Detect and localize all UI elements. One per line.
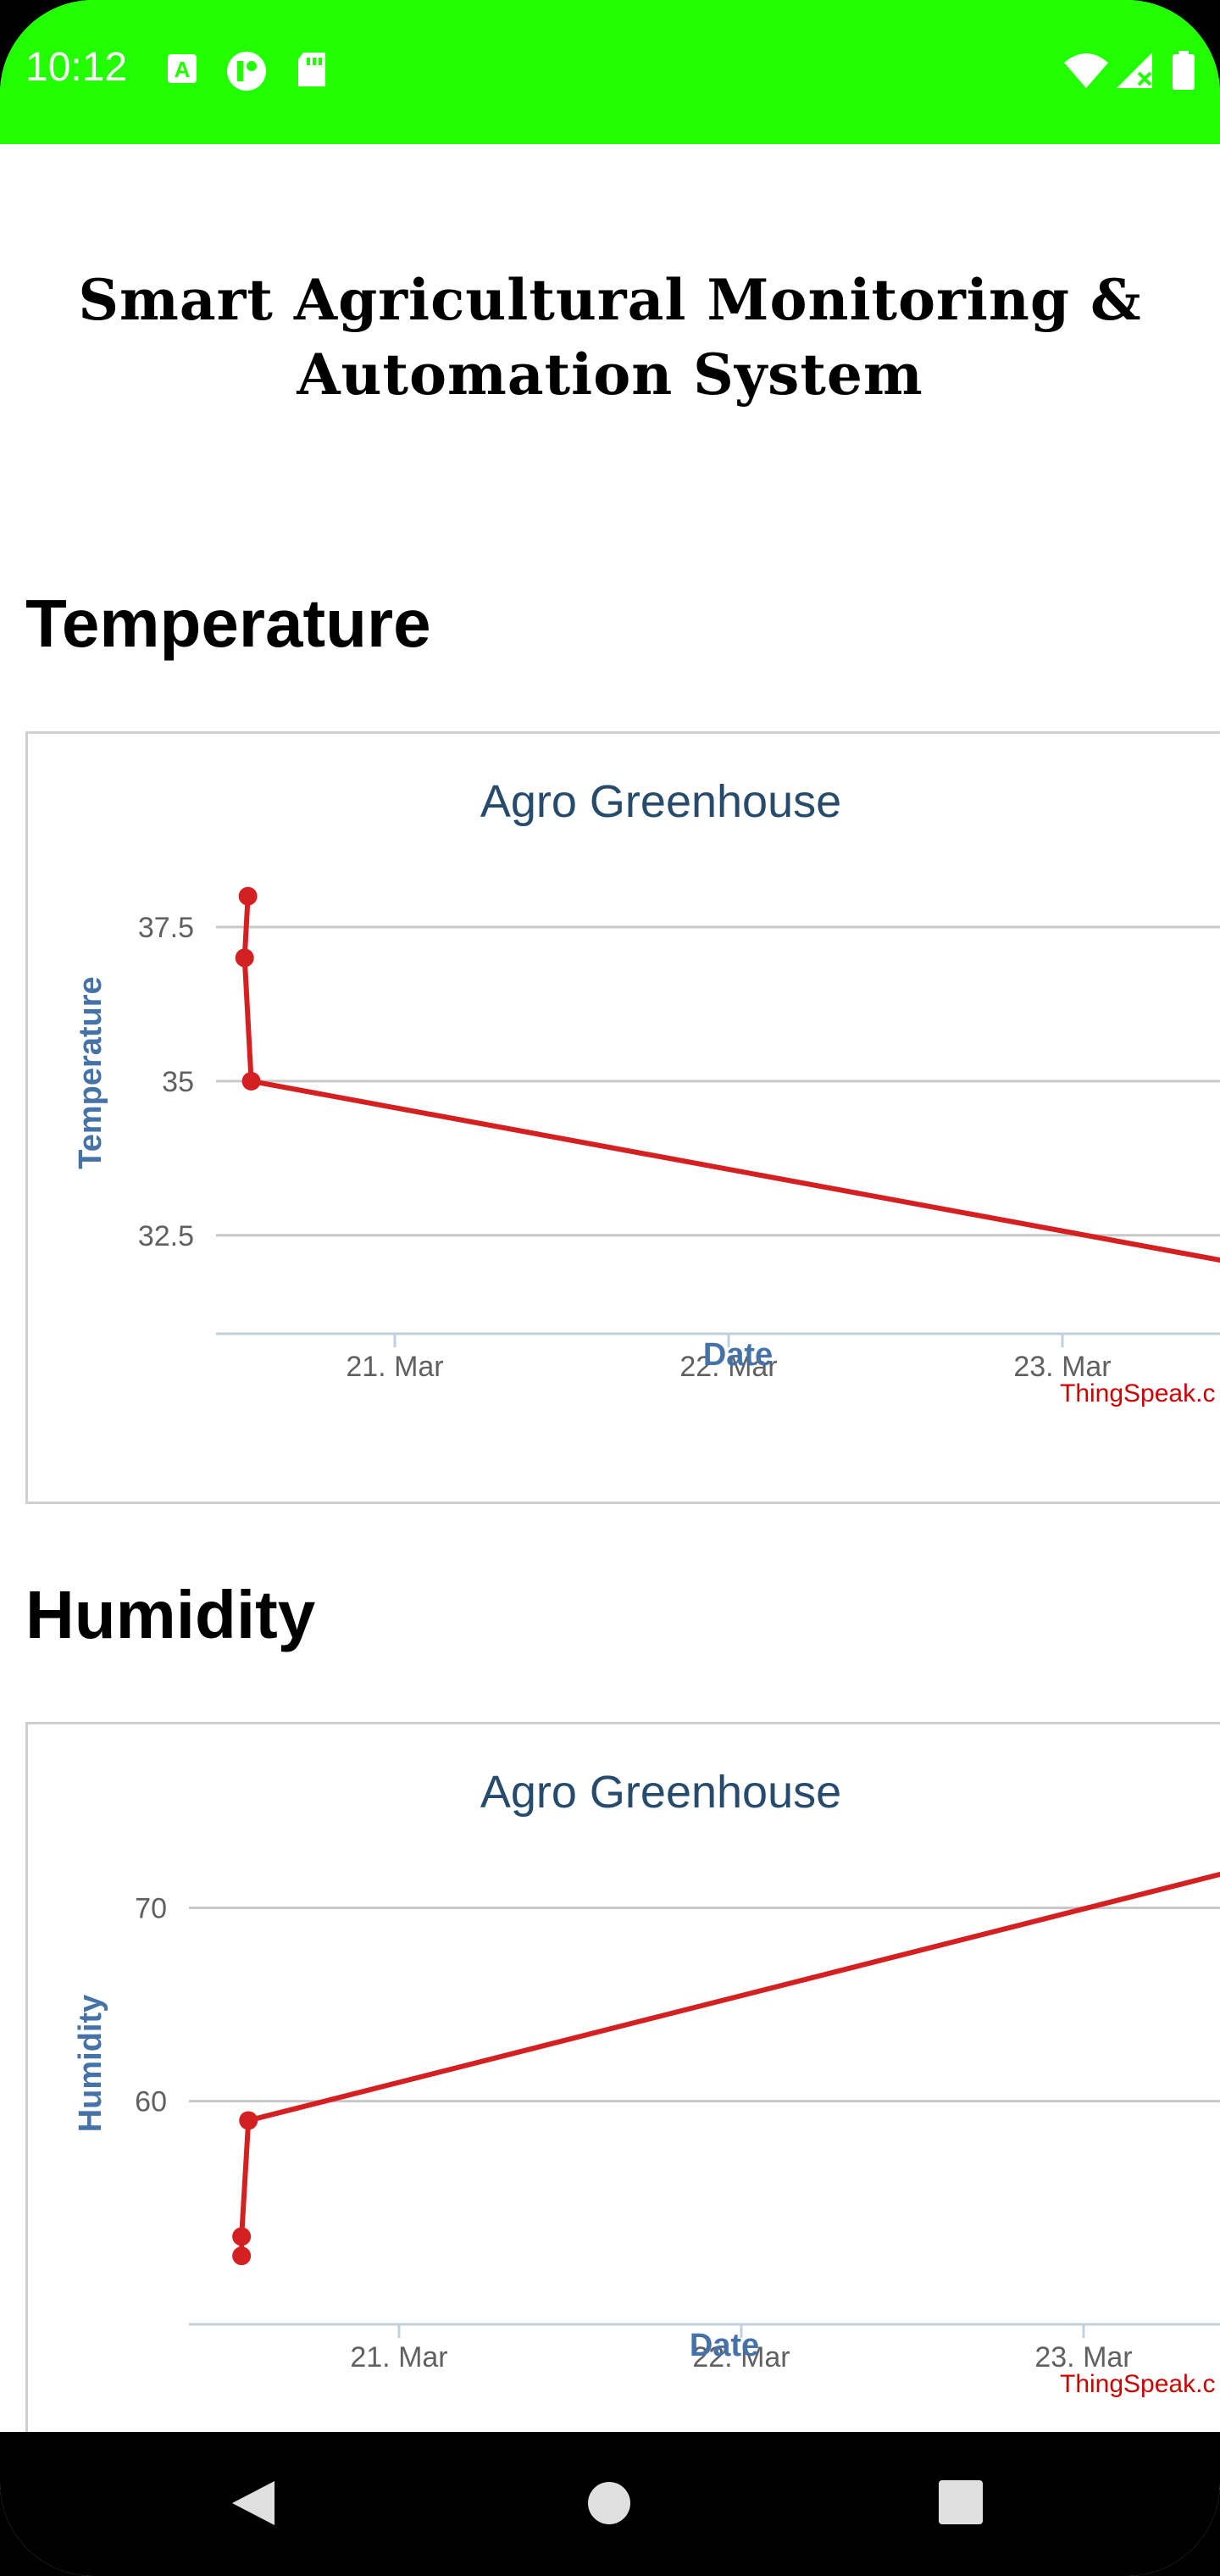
y-tick-label: 70 [135, 1892, 167, 1924]
x-tick-label: 22. Mar [692, 2341, 790, 2373]
data-point[interactable] [239, 2111, 258, 2130]
recents-icon [939, 2480, 983, 2524]
recents-button[interactable] [939, 2480, 983, 2524]
y-axis-label: Temperature [73, 976, 108, 1169]
humidity-heading: Humidity [25, 1577, 316, 1652]
series-line [241, 896, 1220, 1263]
status-bar: 10:12 A [0, 0, 1220, 144]
battery-icon [1171, 51, 1196, 94]
notification-icon [225, 51, 268, 96]
font-download-icon: A [166, 51, 198, 91]
navigation-bar [0, 2432, 1220, 2576]
data-point[interactable] [241, 1071, 261, 1091]
temperature-chart-card: Agro Greenhouse 37.5 35 32.5 21. Mar 22. Mar… [25, 731, 1220, 1504]
app-content: Smart Agricultural Monitoring & Automati… [0, 144, 1220, 2490]
humidity-chart-card: Agro Greenhouse 70 60 21. Mar 22. Mar 23. Ma… [25, 1722, 1220, 2490]
home-icon [588, 2482, 630, 2524]
sd-card-icon [295, 51, 330, 92]
x-axis-label: Date [703, 1337, 773, 1373]
page-title: Smart Agricultural Monitoring & Automati… [0, 263, 1220, 412]
chart-title: Agro Greenhouse [480, 1767, 841, 1818]
data-point[interactable] [238, 886, 258, 906]
x-tick-label: 23. Mar [1013, 1351, 1111, 1383]
status-time: 10:12 [25, 45, 128, 90]
chart-title: Agro Greenhouse [480, 776, 841, 827]
y-tick-label: 32.5 [138, 1220, 194, 1252]
thingspeak-credit-link[interactable]: ThingSpeak.c [1060, 2370, 1215, 2398]
svg-text:A: A [175, 57, 191, 82]
x-tick-label: 22. Mar [679, 1351, 777, 1383]
series-line [239, 1871, 1220, 2257]
temperature-chart: Agro Greenhouse 37.5 35 32.5 21. Mar 22. Mar… [73, 776, 1220, 1407]
title-line-1: Smart Agricultural Monitoring & [78, 267, 1142, 333]
x-axis-label: Date [690, 2328, 759, 2363]
data-point[interactable] [232, 2227, 252, 2246]
x-tick-label: 21. Mar [350, 2341, 447, 2373]
y-tick-label: 35 [162, 1066, 194, 1098]
x-tick-label: 21. Mar [346, 1351, 443, 1383]
home-button[interactable] [588, 2482, 630, 2524]
y-tick-label: 60 [135, 2086, 167, 2118]
y-axis-label: Humidity [73, 1995, 108, 2133]
wifi-icon [1062, 51, 1110, 94]
data-point[interactable] [232, 2246, 252, 2266]
back-button[interactable] [232, 2481, 274, 2525]
navigation-buttons [232, 2480, 983, 2525]
back-icon [232, 2481, 274, 2525]
humidity-chart: Agro Greenhouse 70 60 21. Mar 22. Mar 23. Ma… [73, 1767, 1220, 2398]
signal-icon [1115, 51, 1156, 94]
x-tick-label: 23. Mar [1034, 2341, 1132, 2373]
temperature-heading: Temperature [25, 586, 431, 661]
title-line-2: Automation System [297, 341, 923, 408]
thingspeak-credit-link[interactable]: ThingSpeak.c [1060, 1380, 1215, 1407]
data-point[interactable] [235, 948, 254, 968]
y-tick-label: 37.5 [138, 912, 194, 944]
